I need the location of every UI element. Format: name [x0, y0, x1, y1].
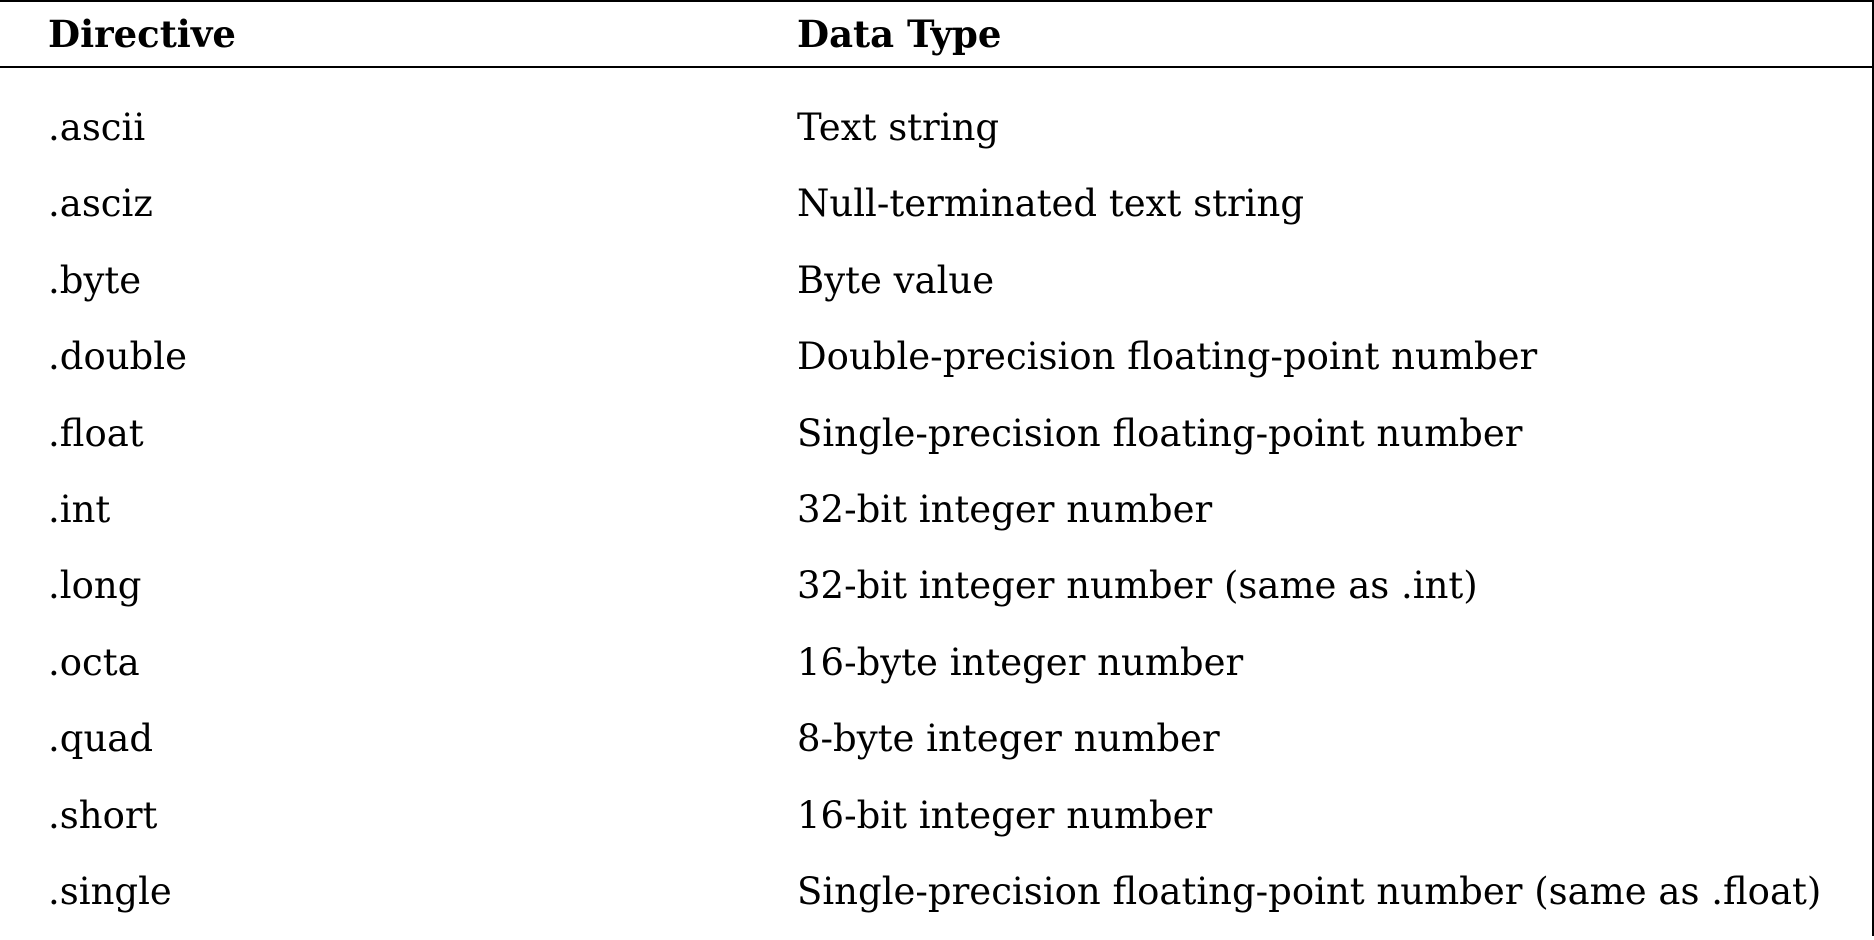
table-row: .float Single-precision floating-point n… — [0, 406, 1874, 482]
table-row: .long 32-bit integer number (same as .in… — [0, 558, 1874, 634]
directive-cell: .asciz — [48, 182, 153, 226]
directive-cell: .int — [48, 487, 111, 531]
data-type-cell: Single-precision floating-point number — [797, 411, 1523, 455]
table-row: .short 16-bit integer number — [0, 788, 1874, 864]
data-type-cell: Text string — [797, 106, 1000, 149]
data-type-cell: 16-bit integer number — [797, 793, 1213, 837]
directive-cell: .float — [48, 411, 144, 455]
table-row: .octa 16-byte integer number — [0, 635, 1874, 711]
table-row: .byte Byte value — [0, 253, 1874, 329]
directive-cell: .octa — [48, 640, 140, 684]
table-row: .int 32-bit integer number — [0, 482, 1874, 558]
data-type-cell: 32-bit integer number — [797, 487, 1213, 531]
directive-cell: .long — [48, 564, 142, 608]
table-header-rule — [0, 66, 1874, 68]
table-row: .quad 8-byte integer number — [0, 711, 1874, 787]
table-row: .double Double-precision floating-point … — [0, 329, 1874, 405]
directive-cell: .double — [48, 335, 187, 379]
table-header-row: Directive Data Type — [0, 0, 1874, 66]
table-row: .ascii Text string — [0, 100, 1874, 176]
column-header-directive: Directive — [48, 12, 236, 56]
data-type-cell: 32-bit integer number (same as .int) — [797, 564, 1478, 608]
table-row: .asciz Null-terminated text string — [0, 176, 1874, 252]
directive-cell: .short — [48, 793, 158, 837]
directive-cell: .quad — [48, 717, 154, 761]
data-type-cell: 8-byte integer number — [797, 717, 1220, 761]
table-body: .ascii Text string .asciz Null-terminate… — [0, 100, 1874, 940]
directive-cell: .ascii — [48, 106, 146, 149]
data-type-cell: Double-precision floating-point number — [797, 335, 1538, 379]
column-header-data-type: Data Type — [797, 12, 1002, 56]
table-top-rule — [0, 0, 1874, 2]
data-type-cell: Null-terminated text string — [797, 182, 1304, 226]
data-type-cell: 16-byte integer number — [797, 640, 1244, 684]
directive-cell: .single — [48, 869, 172, 913]
table-row: .single Single-precision floating-point … — [0, 864, 1874, 940]
data-type-cell: Single-precision floating-point number (… — [797, 869, 1822, 913]
table-right-rule — [1872, 0, 1874, 936]
data-type-cell: Byte value — [797, 258, 995, 302]
directive-cell: .byte — [48, 258, 142, 302]
